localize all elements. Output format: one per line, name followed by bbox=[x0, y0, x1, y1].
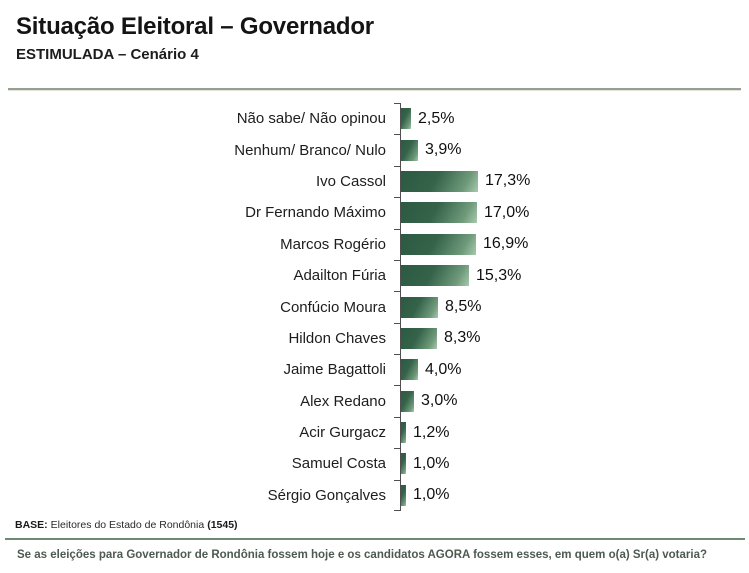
chart-row: Nenhum/ Branco/ Nulo 3,9% bbox=[0, 134, 749, 165]
bar bbox=[400, 327, 437, 349]
chart-row: Hildon Chaves 8,3% bbox=[0, 323, 749, 354]
category-label: Nenhum/ Branco/ Nulo bbox=[234, 141, 386, 159]
bar-zone: 1,2% bbox=[400, 417, 749, 448]
chart-row: Sérgio Gonçalves 1,0% bbox=[0, 480, 749, 511]
category-label: Acir Gurgacz bbox=[299, 424, 386, 442]
category-label: Marcos Rogério bbox=[280, 235, 386, 253]
bar-zone: 17,0% bbox=[400, 197, 749, 228]
value-label: 15,3% bbox=[476, 266, 522, 284]
axis-tick bbox=[394, 103, 400, 104]
base-label: BASE: bbox=[15, 519, 48, 531]
axis-tick bbox=[394, 385, 400, 386]
bar bbox=[400, 296, 438, 318]
bar bbox=[400, 422, 406, 444]
bar bbox=[400, 484, 406, 506]
bar-chart: Não sabe/ Não opinou 2,5% Nenhum/ Branco/ … bbox=[0, 103, 749, 511]
bar bbox=[400, 453, 406, 475]
value-label: 3,9% bbox=[425, 141, 462, 159]
chart-row: Jaime Bagattoli 4,0% bbox=[0, 354, 749, 385]
category-label: Confúcio Moura bbox=[280, 298, 386, 316]
category-label: Não sabe/ Não opinou bbox=[236, 110, 386, 128]
axis-tick bbox=[394, 417, 400, 418]
chart-row: Adailton Fúria 15,3% bbox=[0, 260, 749, 291]
category-label: Dr Fernando Máximo bbox=[245, 204, 386, 222]
category-label: Sérgio Gonçalves bbox=[267, 486, 386, 504]
chart-row: Confúcio Moura 8,5% bbox=[0, 291, 749, 322]
category-label: Adailton Fúria bbox=[293, 267, 386, 285]
axis-tick bbox=[394, 134, 400, 135]
bar bbox=[400, 390, 414, 412]
value-label: 1,2% bbox=[413, 423, 450, 441]
bar-zone: 17,3% bbox=[400, 166, 749, 197]
chart-row: Dr Fernando Máximo 17,0% bbox=[0, 197, 749, 228]
bar bbox=[400, 139, 418, 161]
value-label: 16,9% bbox=[483, 235, 529, 253]
chart-row: Marcos Rogério 16,9% bbox=[0, 229, 749, 260]
value-label: 3,0% bbox=[421, 392, 458, 410]
value-label: 4,0% bbox=[425, 360, 462, 378]
axis-tick bbox=[394, 229, 400, 230]
base-text: Eleitores do Estado de Rondônia bbox=[50, 519, 205, 531]
bar-zone: 15,3% bbox=[400, 260, 749, 291]
chart-row: Alex Redano 3,0% bbox=[0, 386, 749, 417]
bar-zone: 1,0% bbox=[400, 448, 749, 479]
bar bbox=[400, 359, 418, 381]
chart-rows: Não sabe/ Não opinou 2,5% Nenhum/ Branco/ … bbox=[0, 103, 749, 511]
axis-tick bbox=[394, 354, 400, 355]
axis-tick bbox=[394, 448, 400, 449]
bar bbox=[400, 202, 477, 224]
bar-zone: 1,0% bbox=[400, 480, 749, 511]
axis-tick bbox=[394, 291, 400, 292]
bar-zone: 4,0% bbox=[400, 354, 749, 385]
axis-tick bbox=[394, 480, 400, 481]
bar-zone: 3,0% bbox=[400, 386, 749, 417]
footer-divider bbox=[5, 538, 745, 540]
header: Situação Eleitoral – Governador ESTIMULA… bbox=[16, 13, 374, 63]
axis-tick bbox=[394, 166, 400, 167]
value-label: 8,3% bbox=[444, 329, 481, 347]
axis-tick bbox=[394, 260, 400, 261]
category-label: Hildon Chaves bbox=[288, 329, 386, 347]
category-axis-line bbox=[400, 103, 401, 511]
category-label: Ivo Cassol bbox=[315, 172, 386, 190]
survey-question: Se as eleições para Governador de Rondôn… bbox=[17, 549, 707, 561]
bar-zone: 8,3% bbox=[400, 323, 749, 354]
page-subtitle: ESTIMULADA – Cenário 4 bbox=[16, 46, 199, 63]
bar bbox=[400, 233, 476, 255]
bar bbox=[400, 265, 469, 287]
title-divider bbox=[8, 88, 741, 90]
value-label: 17,3% bbox=[485, 172, 531, 190]
page-title: Situação Eleitoral – Governador bbox=[16, 13, 374, 40]
axis-tick bbox=[394, 510, 400, 511]
value-label: 8,5% bbox=[445, 298, 482, 316]
chart-row: Ivo Cassol 17,3% bbox=[0, 166, 749, 197]
category-label: Samuel Costa bbox=[291, 455, 386, 473]
bar-zone: 2,5% bbox=[400, 103, 749, 134]
chart-row: Samuel Costa 1,0% bbox=[0, 448, 749, 479]
value-label: 2,5% bbox=[418, 109, 455, 127]
bar bbox=[400, 170, 478, 192]
category-label: Alex Redano bbox=[300, 392, 386, 410]
value-label: 17,0% bbox=[484, 203, 530, 221]
value-label: 1,0% bbox=[413, 454, 450, 472]
category-label: Jaime Bagattoli bbox=[283, 361, 386, 379]
bar-zone: 8,5% bbox=[400, 291, 749, 322]
axis-tick bbox=[394, 323, 400, 324]
chart-row: Acir Gurgacz 1,2% bbox=[0, 417, 749, 448]
base-note: BASE: Eleitores do Estado de Rondônia (154… bbox=[15, 519, 241, 531]
bar-zone: 16,9% bbox=[400, 229, 749, 260]
axis-tick bbox=[394, 197, 400, 198]
bar bbox=[400, 108, 411, 130]
value-label: 1,0% bbox=[413, 486, 450, 504]
chart-row: Não sabe/ Não opinou 2,5% bbox=[0, 103, 749, 134]
bar-zone: 3,9% bbox=[400, 134, 749, 165]
base-count: (1545) bbox=[207, 519, 238, 531]
